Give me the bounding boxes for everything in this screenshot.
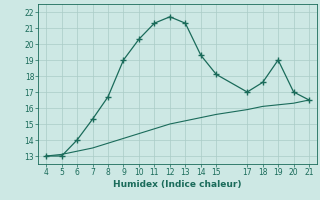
X-axis label: Humidex (Indice chaleur): Humidex (Indice chaleur) — [113, 180, 242, 189]
